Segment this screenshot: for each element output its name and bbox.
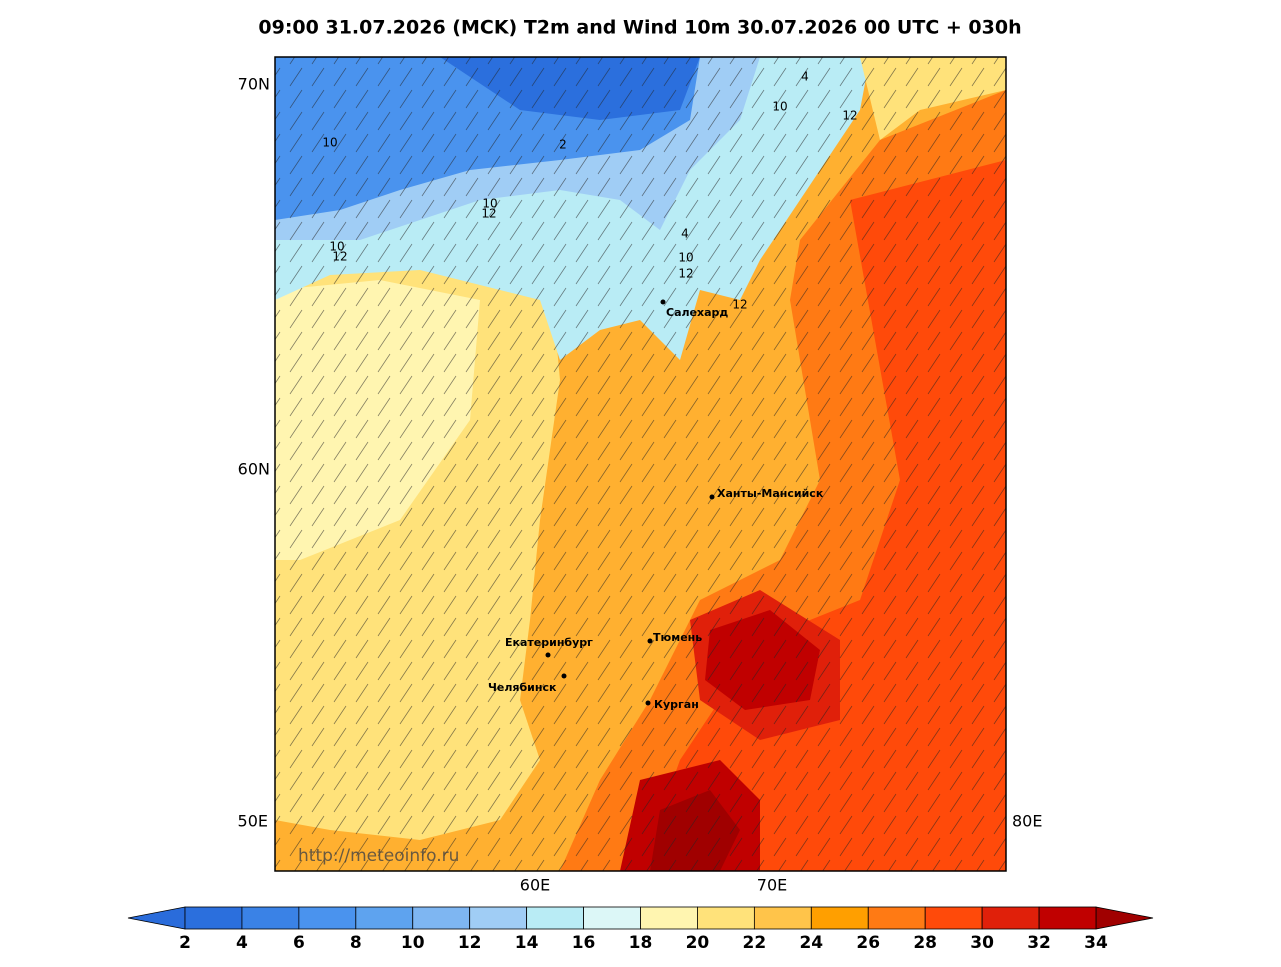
colorbar-segment (526, 906, 584, 930)
colorbar-segment (810, 906, 869, 930)
colorbar-tick-label: 34 (1084, 933, 1108, 953)
colorbar-segment (697, 906, 755, 930)
contour-label: 4 (681, 227, 689, 241)
colorbar-segment (1038, 906, 1097, 930)
colorbar-tick-label: 26 (856, 933, 880, 953)
lon-label: 60E (520, 876, 550, 895)
city-label: Екатеринбург (505, 636, 593, 649)
colorbar-extension (1095, 906, 1154, 930)
colorbar-tick-label: 16 (572, 933, 596, 953)
lon-label: 50E (238, 812, 268, 831)
contour-label: 12 (842, 109, 857, 123)
contour-label: 12 (481, 207, 496, 221)
lon-label: 70E (757, 876, 787, 895)
colorbar-segment (469, 906, 528, 930)
colorbar-extension (127, 906, 186, 930)
contour-label: 10 (322, 136, 337, 150)
colorbar-segment (412, 906, 471, 930)
colorbar-tick-label: 2 (179, 933, 191, 953)
city-label: Салехард (666, 306, 728, 319)
colorbar-tick-label: 4 (236, 933, 248, 953)
contour-label: 10 (678, 251, 693, 265)
city-label: Тюмень (653, 631, 702, 644)
contour-label: 10 (482, 197, 497, 211)
colorbar-tick-label: 28 (913, 933, 937, 953)
contour-label: 10 (329, 240, 344, 254)
map-area (275, 57, 1006, 871)
colorbar-segment (640, 906, 698, 930)
colorbar-segment (184, 906, 243, 930)
colorbar-segment (924, 906, 983, 930)
colorbar-segment (753, 906, 812, 930)
colorbar-tick-label: 20 (686, 933, 710, 953)
colorbar-segment (355, 906, 414, 930)
city-label: Челябинск (488, 681, 557, 694)
colorbar-segment (867, 906, 926, 930)
contour-label: 12 (678, 267, 693, 281)
lat-label: 60N (238, 460, 270, 479)
lat-label: 70N (238, 75, 270, 94)
colorbar-tick-label: 30 (970, 933, 994, 953)
colorbar-tick-label: 8 (350, 933, 362, 953)
lon-label: 80E (1012, 812, 1042, 831)
city-label: Курган (654, 698, 699, 711)
colorbar-segment (298, 906, 357, 930)
colorbar-tick-label: 24 (799, 933, 823, 953)
colorbar-tick-label: 6 (293, 933, 305, 953)
contour-label: 2 (559, 138, 567, 152)
contour-label: 12 (332, 250, 347, 264)
colorbar-tick-label: 18 (629, 933, 653, 953)
colorbar-tick-label: 14 (515, 933, 539, 953)
cities: Салехард Ханты-Мансийск Екатеринбург Тюм… (488, 299, 824, 711)
map-title: 09:00 31.07.2026 (MCK) T2m and Wind 10m … (258, 17, 1021, 39)
colorbar-segment (981, 906, 1040, 930)
watermark: http://meteoinfo.ru (298, 846, 459, 866)
contour-label: 10 (772, 100, 787, 114)
map-frame (274, 56, 1007, 872)
colorbar-segment (241, 906, 300, 930)
city-label: Ханты-Мансийск (717, 487, 824, 500)
colorbar-tick-label: 12 (458, 933, 482, 953)
colorbar-tick-label: 22 (743, 933, 767, 953)
contour-label: 12 (732, 298, 747, 312)
colorbar-tick-label: 10 (401, 933, 425, 953)
colorbar-tick-label: 32 (1027, 933, 1051, 953)
colorbar-segment (583, 906, 641, 930)
contour-label: 4 (801, 70, 809, 84)
colorbar: 2 4 6 8 10 12 14 16 18 20 22 24 26 28 30 32 34 (127, 906, 1154, 953)
